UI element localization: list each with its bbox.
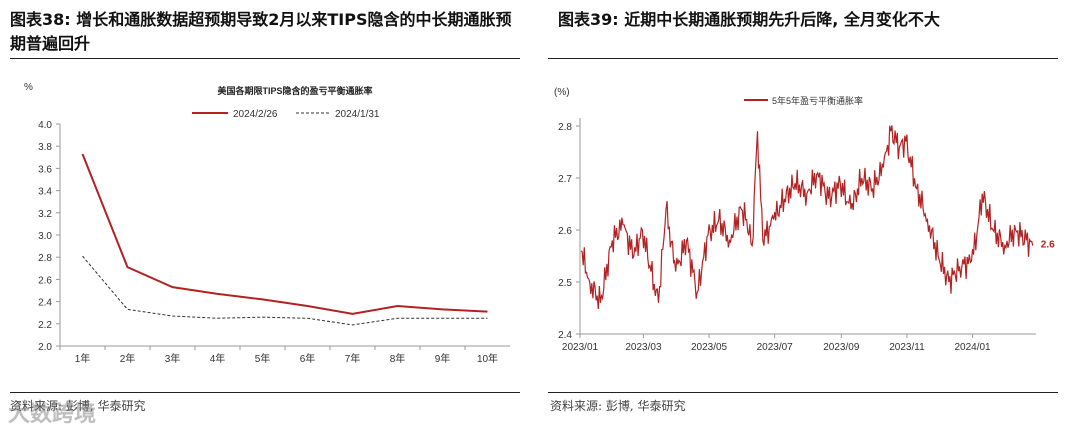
right-source-note: 资料来源: 彭博, 华泰研究 <box>550 399 686 413</box>
left-y-tick-label: 2.0 <box>38 342 52 353</box>
right-y-tick-label: 2.8 <box>558 122 572 133</box>
left-chart-caption: 图表38: 增长和通胀数据超预期导致2月以来TIPS隐含的中长期通胀预期普遍回升 <box>10 10 512 53</box>
right-x-tick-label: 2023/07 <box>757 342 794 353</box>
left-y-unit: % <box>24 82 33 93</box>
series-line-2024-2-26 <box>81 153 488 315</box>
left-x-tick-label: 8年 <box>390 352 406 365</box>
right-y-tick-label: 2.5 <box>558 278 572 289</box>
right-chart-panel: 图表39: 近期中长期通胀预期先升后降, 全月变化不大 (%) 5年5年盈亏平衡通… <box>548 0 1080 433</box>
left-y-tick-label: 2.6 <box>38 275 52 286</box>
left-x-tick-label: 5年 <box>255 352 271 365</box>
left-y-tick-label: 2.4 <box>38 298 52 309</box>
left-x-tick-label: 3年 <box>165 352 181 365</box>
watermark-logo: 大数跨境 <box>8 402 97 427</box>
right-source-rule <box>548 392 1058 393</box>
legend-label-2024-2-26: 2024/2/26 <box>233 109 278 120</box>
right-x-tick-label: 2024/01 <box>954 342 991 353</box>
left-y-tick-label: 3.4 <box>38 187 52 198</box>
series-line-5y5y <box>580 125 1034 310</box>
left-y-tick-label: 2.2 <box>38 320 52 331</box>
left-y-tick-label: 3.6 <box>38 164 52 175</box>
left-y-tick-label: 4.0 <box>38 120 52 131</box>
legend-label-5y5y: 5年5年盈亏平衡通胀率 <box>772 95 863 106</box>
left-y-tick-label: 3.0 <box>38 231 52 242</box>
legend-label-2024-1-31: 2024/1/31 <box>335 109 380 120</box>
right-y-tick-label: 2.6 <box>558 226 572 237</box>
left-x-tick-label: 6年 <box>300 352 316 365</box>
left-y-tick-label: 3.2 <box>38 209 52 220</box>
left-y-tick-label: 2.8 <box>38 253 52 264</box>
left-x-tick-label: 10年 <box>477 352 498 365</box>
left-x-tick-label: 7年 <box>345 352 361 365</box>
left-caption-rule <box>10 58 520 59</box>
left-chart-title: 美国各期限TIPS隐含的盈亏平衡通胀率 <box>217 85 372 96</box>
left-x-tick-label: 2年 <box>120 352 136 365</box>
left-source-rule <box>10 392 520 393</box>
left-x-tick-label: 4年 <box>210 352 226 365</box>
right-caption-rule <box>548 58 1058 59</box>
right-x-tick-label: 2023/05 <box>691 342 728 353</box>
right-chart-caption: 图表39: 近期中长期通胀预期先升后降, 全月变化不大 <box>558 10 940 29</box>
right-x-tick-label: 2023/09 <box>823 342 860 353</box>
right-y-tick-label: 2.7 <box>558 174 572 185</box>
left-source-note: 资料来源: 彭博, 华泰研究 <box>10 399 146 413</box>
left-chart-panel: 图表38: 增长和通胀数据超预期导致2月以来TIPS隐含的中长期通胀预期普遍回升… <box>0 0 530 433</box>
right-y-tick-label: 2.4 <box>558 330 572 341</box>
left-x-tick-label: 1年 <box>75 352 91 365</box>
right-x-tick-label: 2023/11 <box>889 342 925 353</box>
left-x-tick-label: 9年 <box>435 352 451 365</box>
left-chart-svg: % 美国各期限TIPS隐含的盈亏平衡通胀率 2024/2/26 2024/1/31 4.… <box>24 82 510 365</box>
right-x-tick-label: 2023/01 <box>562 342 599 353</box>
left-y-tick-label: 3.8 <box>38 142 52 153</box>
right-end-value-label: 2.6 <box>1041 240 1055 251</box>
right-y-unit: (%) <box>554 87 570 98</box>
series-line-2024-1-31 <box>82 255 488 326</box>
right-x-tick-label: 2023/03 <box>625 342 662 353</box>
